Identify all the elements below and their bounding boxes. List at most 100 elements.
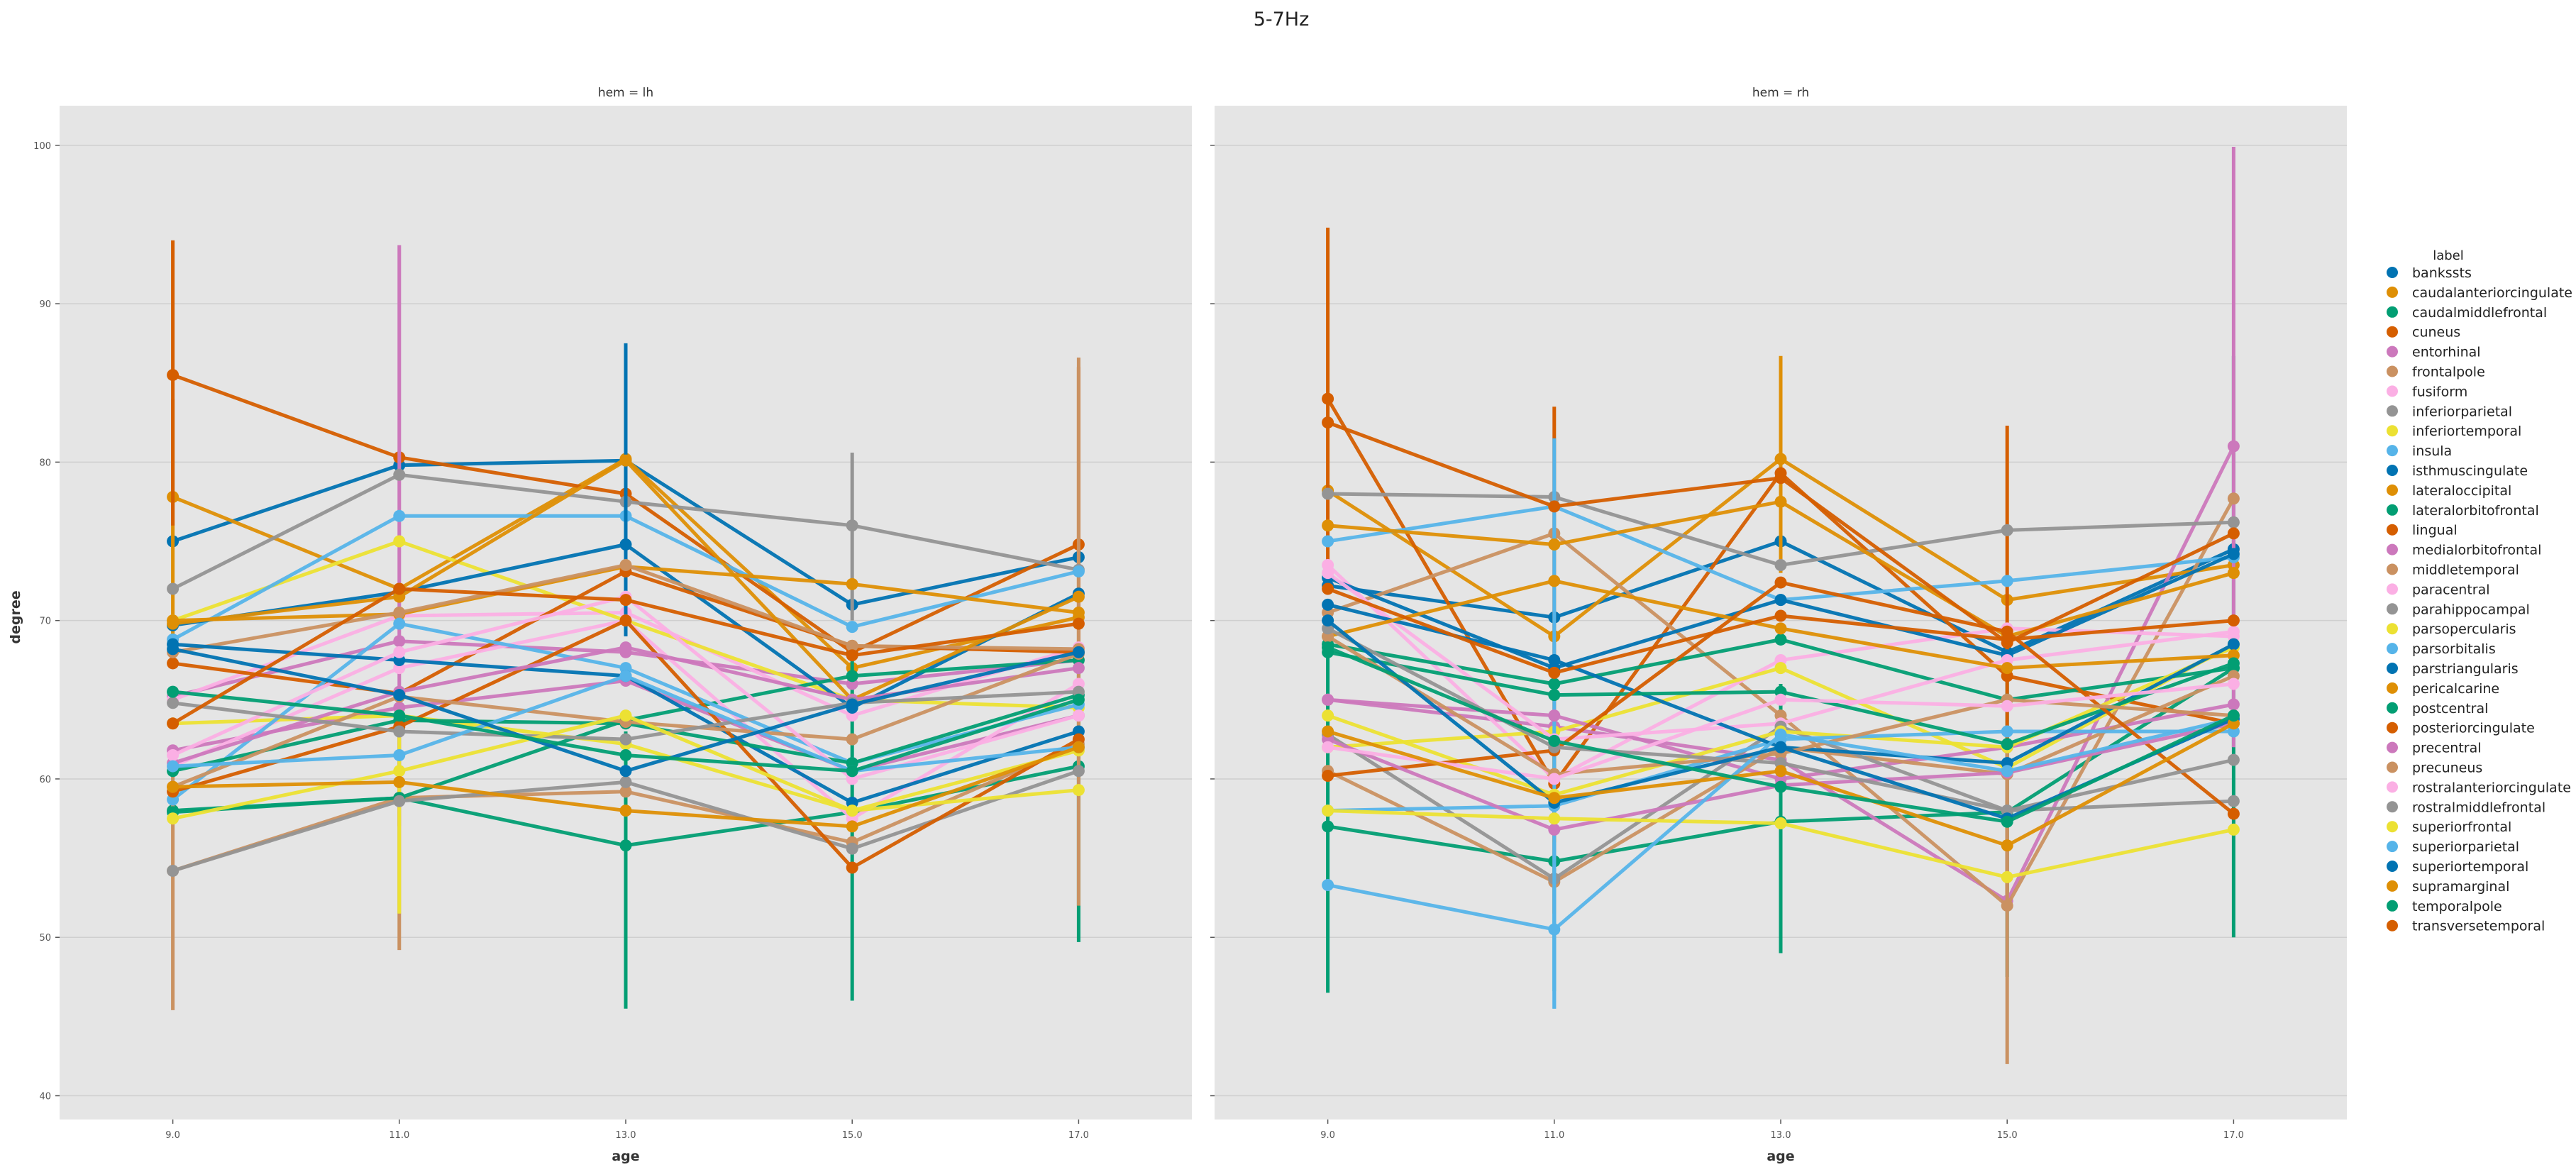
legend-marker: [2387, 385, 2398, 397]
data-point: [2001, 575, 2013, 587]
facet-title: hem = rh: [1752, 86, 1809, 100]
x-tick-label: 13.0: [1771, 1130, 1791, 1141]
data-point: [167, 582, 179, 595]
data-point: [1322, 392, 1334, 405]
data-point: [1774, 741, 1787, 753]
data-point: [167, 812, 179, 825]
chart-title: 5-7Hz: [1254, 9, 1310, 31]
data-point: [846, 842, 858, 855]
data-point: [2227, 795, 2240, 807]
data-point: [1322, 769, 1334, 782]
x-axis-label: age: [1767, 1149, 1794, 1164]
data-point: [393, 468, 406, 481]
legend-item: insula: [2412, 443, 2452, 459]
legend-item: precuneus: [2412, 761, 2482, 776]
data-point: [1548, 678, 1561, 690]
data-point: [2001, 765, 2013, 778]
data-point: [1774, 662, 1787, 675]
data-point: [1548, 812, 1561, 825]
data-point: [393, 535, 406, 548]
data-point: [1322, 693, 1334, 706]
data-point: [1322, 535, 1334, 548]
legend-marker: [2387, 603, 2398, 615]
y-tick-label: 60: [39, 775, 51, 785]
data-point: [619, 839, 632, 852]
legend-item: precentral: [2412, 741, 2482, 756]
data-point: [619, 641, 632, 654]
data-point: [2227, 638, 2240, 651]
data-point: [846, 733, 858, 746]
data-point: [2227, 527, 2240, 540]
y-tick-label: 80: [39, 458, 51, 468]
data-point: [1072, 662, 1085, 675]
series-superiorparietal: [1322, 712, 2240, 1009]
series-transversetemporal: [1322, 582, 2240, 679]
x-tick-label: 11.0: [389, 1130, 409, 1141]
data-point: [1072, 565, 1085, 577]
data-point: [2227, 807, 2240, 820]
data-point: [2227, 492, 2240, 505]
data-point: [2227, 823, 2240, 836]
data-point: [1322, 820, 1334, 833]
data-point: [1548, 689, 1561, 702]
x-tick-label: 17.0: [2223, 1130, 2244, 1141]
legend-marker: [2387, 365, 2398, 377]
legend-item: rostralmiddlefrontal: [2412, 800, 2545, 815]
data-point: [1774, 817, 1787, 829]
x-tick-label: 15.0: [1997, 1130, 2018, 1141]
legend-marker: [2387, 623, 2398, 635]
data-point: [846, 649, 858, 662]
legend-item: superiorfrontal: [2412, 819, 2511, 835]
legend-marker: [2387, 345, 2398, 358]
x-tick-label: 13.0: [616, 1130, 636, 1141]
series-temporalpole: [1322, 641, 2240, 828]
data-point: [1774, 780, 1787, 793]
legend-item: inferiorparietal: [2412, 404, 2512, 419]
x-tick-label: 11.0: [1544, 1130, 1564, 1141]
data-point: [2001, 870, 2013, 883]
data-point: [1548, 823, 1561, 836]
series-supramarginal: [167, 741, 1085, 833]
legend-item: entorhinal: [2412, 345, 2481, 360]
data-point: [1322, 879, 1334, 892]
series-postcentral: [1322, 646, 2240, 751]
data-point: [846, 861, 858, 874]
data-point: [1322, 709, 1334, 722]
legend-item: postcentral: [2412, 701, 2488, 717]
data-point: [393, 775, 406, 788]
legend-marker: [2387, 583, 2398, 595]
data-point: [167, 748, 179, 761]
legend-marker: [2387, 563, 2398, 575]
legend-marker: [2387, 504, 2398, 516]
data-point: [167, 657, 179, 670]
data-point: [619, 748, 632, 761]
data-point: [1322, 416, 1334, 429]
data-point: [1072, 693, 1085, 706]
data-point: [167, 864, 179, 877]
data-point: [846, 805, 858, 817]
data-point: [2001, 725, 2013, 738]
data-point: [2227, 625, 2240, 638]
data-point: [2227, 678, 2240, 690]
legend-item: isthmuscingulate: [2412, 463, 2528, 479]
y-axis-label: degree: [8, 590, 23, 643]
data-point: [1072, 590, 1085, 603]
legend-marker: [2387, 900, 2398, 912]
data-point: [846, 670, 858, 682]
legend-item: caudalanteriorcingulate: [2412, 285, 2572, 301]
legend-marker: [2387, 801, 2398, 813]
legend-marker: [2387, 861, 2398, 872]
legend-marker: [2387, 643, 2398, 655]
data-point: [2227, 440, 2240, 453]
data-point: [2001, 524, 2013, 536]
data-point: [1322, 567, 1334, 580]
facet-panel-lh: 40 50 60 70 80 90 100 9.0 11.0 13.0 15.0 17.0 age hem…: [33, 86, 1192, 1164]
data-point: [2001, 900, 2013, 912]
data-point: [167, 643, 179, 656]
data-point: [1072, 741, 1085, 753]
data-point: [619, 785, 632, 798]
data-point: [2227, 698, 2240, 711]
data-point: [2227, 567, 2240, 580]
data-point: [167, 685, 179, 698]
